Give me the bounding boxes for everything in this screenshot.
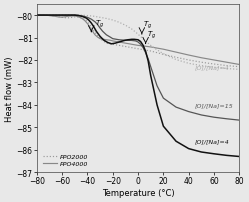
Text: [O]/[Na]=4: [O]/[Na]=4 [195, 65, 230, 70]
Legend: PPO2000, PPO4000: PPO2000, PPO4000 [42, 153, 89, 167]
Text: [O]/[Na]=4: [O]/[Na]=4 [195, 139, 230, 144]
Y-axis label: Heat flow (mW): Heat flow (mW) [5, 56, 14, 121]
Text: $T_g$: $T_g$ [147, 29, 156, 41]
X-axis label: Temperature (°C): Temperature (°C) [102, 188, 174, 197]
Text: $T_g$: $T_g$ [143, 20, 152, 31]
Text: [O]/[Na]=15: [O]/[Na]=15 [195, 103, 234, 108]
Text: $T_g$: $T_g$ [95, 18, 104, 30]
